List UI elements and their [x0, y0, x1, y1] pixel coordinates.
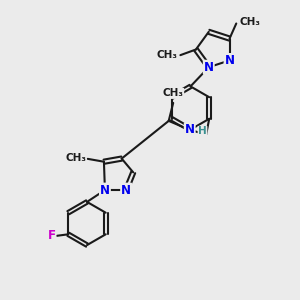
- Text: CH₃: CH₃: [163, 88, 184, 98]
- Text: H: H: [198, 126, 207, 136]
- Text: N: N: [121, 184, 131, 196]
- Text: N: N: [100, 184, 110, 196]
- Text: F: F: [47, 229, 56, 242]
- Text: CH₃: CH₃: [156, 50, 177, 60]
- Text: N: N: [204, 61, 214, 74]
- Text: N: N: [224, 54, 235, 67]
- Text: CH₃: CH₃: [240, 17, 261, 27]
- Text: CH₃: CH₃: [65, 153, 86, 163]
- Text: N: N: [185, 123, 195, 136]
